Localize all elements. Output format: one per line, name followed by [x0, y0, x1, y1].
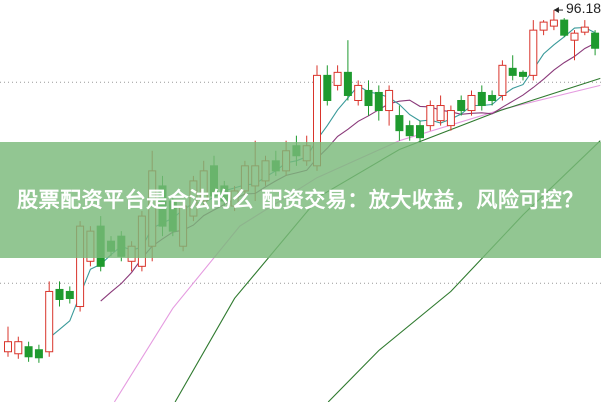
candle-down	[560, 19, 569, 36]
arrow-icon	[553, 7, 559, 14]
article-title: 股票配资平台是合法的么 配资交易：放大收益，风险可控？	[17, 188, 584, 212]
candle-up	[467, 94, 476, 112]
candle-down	[457, 100, 466, 112]
candle-down	[488, 94, 497, 101]
candle-up	[45, 290, 54, 353]
candle-down	[34, 349, 43, 359]
candle-up	[446, 110, 455, 127]
candle-down	[364, 89, 373, 107]
candle-down	[374, 91, 383, 112]
candle-down	[508, 67, 517, 76]
candle-down	[405, 125, 414, 137]
candle-up	[529, 29, 538, 76]
high-price-label: 96.18	[566, 0, 601, 17]
candle-up	[426, 105, 435, 127]
candle-down	[323, 74, 332, 101]
candle-down	[65, 290, 74, 299]
candle-up	[539, 21, 548, 31]
candle-down	[519, 71, 527, 77]
candle-down	[591, 32, 600, 49]
candle-up	[580, 26, 589, 33]
title-banner: 股票配资平台是合法的么 配资交易：放大收益，风险可控？	[0, 142, 601, 258]
candle-down	[395, 115, 404, 132]
candle-up	[385, 89, 394, 112]
candle-down	[55, 288, 64, 300]
candle-up	[14, 341, 23, 355]
candle-up	[436, 105, 445, 122]
candle-down	[416, 125, 424, 139]
candle-down	[24, 346, 33, 358]
candle-up	[4, 341, 12, 353]
candle-up	[354, 84, 363, 102]
candle-up	[498, 64, 507, 96]
candle-up	[549, 19, 558, 27]
candle-up	[570, 32, 579, 41]
candle-down	[343, 71, 352, 96]
candle-up	[333, 71, 342, 86]
candle-down	[477, 91, 486, 107]
